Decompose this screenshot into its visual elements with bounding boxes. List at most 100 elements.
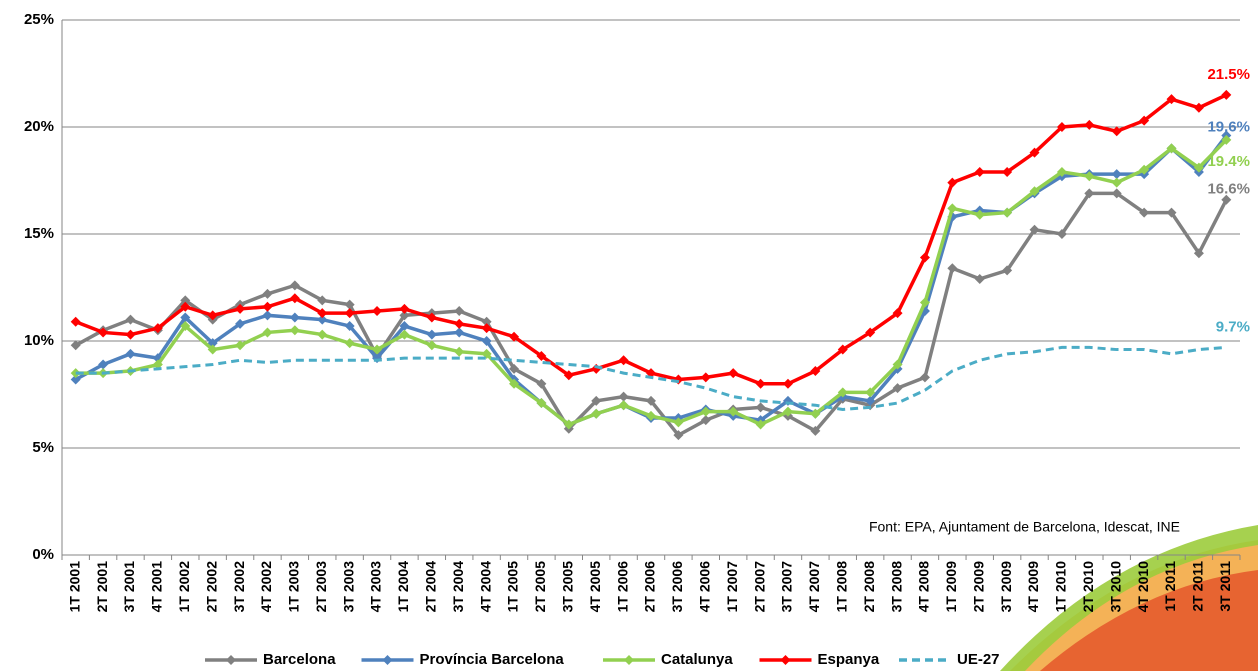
marker (289, 312, 300, 323)
marker (618, 391, 629, 402)
marker (426, 312, 437, 323)
marker (1111, 126, 1122, 137)
marker (235, 318, 246, 329)
x-tick-label: 3T 2007 (779, 561, 795, 613)
marker (289, 293, 300, 304)
marker (289, 325, 300, 336)
x-tick-label: 1T 2004 (395, 561, 411, 613)
legend-label: UE-27 (957, 651, 1000, 668)
marker (481, 336, 492, 346)
decoration (1000, 525, 1258, 671)
y-tick-label: 10% (24, 332, 54, 349)
marker (509, 331, 520, 342)
marker (947, 203, 958, 214)
x-tick-label: 2T 2009 (970, 561, 986, 613)
marker (454, 346, 465, 357)
x-tick-label: 1T 2010 (1053, 561, 1069, 613)
marker (481, 316, 492, 327)
marker (344, 321, 355, 332)
marker (563, 419, 574, 430)
marker (865, 327, 876, 338)
marker (344, 299, 355, 310)
x-tick-label: 2T 2010 (1080, 561, 1096, 613)
marker (426, 340, 437, 351)
marker (728, 406, 739, 417)
marker (673, 430, 684, 441)
marker (892, 308, 903, 319)
marker (865, 387, 876, 398)
x-tick-label: 2T 2002 (203, 561, 219, 613)
marker (919, 372, 930, 383)
value-label: 19.6% (1207, 119, 1250, 136)
marker (1056, 122, 1067, 132)
marker (289, 280, 300, 291)
marker (180, 321, 191, 332)
marker (1002, 166, 1013, 177)
marker (591, 395, 602, 406)
x-tick-label: 4T 2006 (696, 561, 712, 613)
marker (262, 288, 273, 299)
marker (1139, 207, 1150, 218)
legend-marker (624, 655, 634, 665)
marker (865, 395, 876, 406)
marker (262, 327, 273, 338)
marker (1166, 94, 1177, 105)
marker (125, 329, 136, 340)
marker (1056, 166, 1067, 177)
x-tick-label: 1T 2006 (614, 561, 630, 613)
marker (1029, 224, 1040, 235)
marker (1084, 171, 1095, 182)
marker (591, 408, 602, 419)
marker (892, 383, 903, 394)
marker (1166, 143, 1177, 154)
marker (262, 310, 273, 321)
marker (1139, 115, 1150, 126)
value-label: 19.4% (1207, 153, 1250, 170)
x-tick-label: 4T 2004 (477, 561, 493, 613)
marker (1139, 164, 1150, 175)
marker (235, 340, 246, 351)
marker (1166, 207, 1177, 218)
marker (700, 415, 711, 426)
x-tick-label: 1T 2002 (176, 561, 192, 613)
marker (98, 359, 109, 370)
x-tick-label: 2T 2001 (94, 561, 110, 613)
x-tick-label: 4T 2005 (587, 561, 603, 613)
marker (974, 166, 985, 177)
marker (536, 350, 547, 361)
marker (1002, 265, 1013, 276)
legend-label: Barcelona (263, 651, 336, 668)
x-tick-label: 2T 2003 (313, 561, 329, 613)
marker (974, 273, 985, 284)
marker (509, 378, 520, 389)
marker (70, 340, 81, 351)
x-tick-label: 3T 2008 (888, 561, 904, 613)
x-tick-label: 1T 2008 (833, 561, 849, 613)
marker (1111, 169, 1122, 180)
marker (755, 402, 766, 413)
marker (317, 314, 328, 325)
x-tick-label: 4T 2001 (149, 561, 165, 613)
swoosh (1040, 570, 1258, 671)
marker (700, 406, 711, 417)
marker (344, 308, 355, 319)
marker (810, 408, 821, 419)
marker (1084, 188, 1095, 199)
x-tick-label: 1T 2005 (505, 561, 521, 613)
legend-label: Província Barcelona (420, 651, 565, 668)
x-tick-label: 1T 2011 (1162, 561, 1178, 612)
marker (618, 355, 629, 366)
legend-marker (382, 655, 393, 665)
y-tick-label: 15% (24, 225, 54, 242)
marker (317, 308, 328, 319)
x-tick-label: 3T 2011 (1217, 561, 1233, 612)
marker (152, 323, 163, 334)
legend-marker (226, 655, 236, 665)
x-tick-label: 4T 2008 (916, 561, 932, 613)
marker (454, 306, 465, 317)
marker (344, 338, 355, 349)
marker (1221, 89, 1232, 100)
marker (317, 329, 328, 340)
value-label: 16.6% (1207, 181, 1250, 198)
x-tick-label: 2T 2007 (751, 561, 767, 613)
